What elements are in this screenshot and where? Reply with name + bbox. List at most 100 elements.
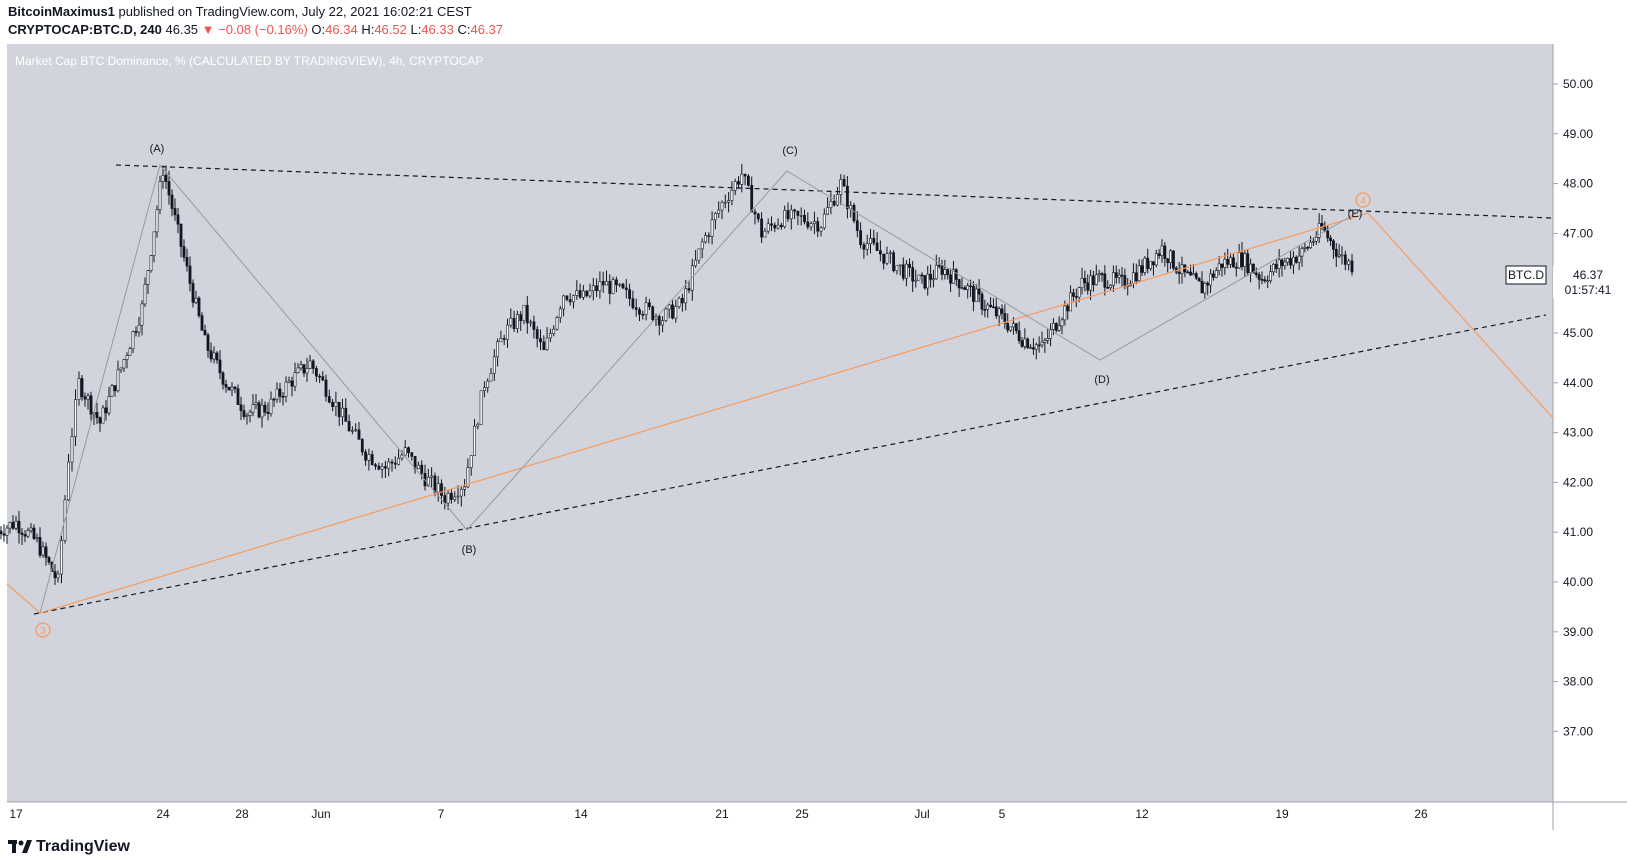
candle-body — [1337, 254, 1341, 257]
candle-body — [872, 237, 876, 244]
candle-body — [733, 181, 737, 191]
time-tick-label: 17 — [9, 807, 23, 821]
candle-body — [1060, 319, 1064, 327]
candle-body — [707, 235, 711, 237]
candle-body — [855, 220, 859, 231]
time-axis[interactable]: 17 24 28 Jun 7 14 21 25 Jul 5 12 19 26 — [9, 807, 1428, 821]
candle-body — [350, 430, 354, 432]
time-tick-label: 25 — [795, 807, 809, 821]
candle-body — [1083, 278, 1087, 284]
tradingview-logo[interactable]: TradingView — [8, 838, 130, 856]
candle-body — [1234, 266, 1238, 269]
candle-body — [684, 288, 688, 304]
candle-body — [251, 404, 255, 413]
candle-body — [1220, 263, 1224, 268]
candle-body — [254, 402, 258, 405]
candle-body — [318, 375, 322, 378]
candle-body — [155, 209, 159, 233]
gray-wave-path — [39, 163, 1361, 614]
candle-body — [86, 395, 90, 400]
candle-body — [946, 269, 950, 276]
orange-wave-path — [6, 212, 1554, 614]
wave-label: (D) — [1094, 374, 1109, 386]
candle-body — [598, 281, 602, 292]
wave-label: (A) — [150, 143, 165, 155]
candle-body — [275, 388, 279, 400]
candle-body — [674, 306, 678, 319]
time-tick-label: 28 — [235, 807, 249, 821]
candle-body — [173, 208, 177, 216]
price-tick-label: 37.00 — [1563, 724, 1593, 738]
candle-body — [730, 189, 734, 201]
candle-body — [152, 231, 156, 256]
price-tag: BTC.D 46.37 01:57:41 — [1505, 265, 1615, 298]
candle-body — [1263, 279, 1267, 282]
candle-body — [224, 384, 228, 388]
candle-body — [555, 317, 559, 330]
price-axis[interactable]: 50.0049.0048.0047.0046.0045.0044.0043.00… — [1553, 77, 1593, 738]
candle-body — [1260, 279, 1264, 281]
candle-body — [1309, 241, 1312, 248]
candle-body — [53, 571, 57, 579]
candle-body — [671, 304, 674, 319]
candle-body — [1232, 257, 1235, 268]
candle-body — [1054, 323, 1058, 331]
plot-area[interactable] — [7, 44, 1553, 802]
candle-body — [743, 173, 747, 177]
candle-body — [651, 306, 655, 320]
candle-body — [638, 309, 641, 315]
candle-body — [456, 495, 460, 498]
last-price: 46.35 — [165, 22, 199, 37]
candle-body — [331, 401, 335, 407]
price-tick-label: 49.00 — [1563, 127, 1593, 141]
close-value: 46.37 — [470, 22, 504, 37]
candle-body — [585, 290, 589, 297]
candle-body — [986, 304, 990, 310]
candle-body — [819, 227, 823, 232]
candle-body — [203, 330, 207, 336]
candle-body — [134, 331, 138, 333]
candle-body — [822, 213, 826, 229]
candle-body — [1043, 340, 1047, 343]
candle-body — [1026, 338, 1030, 348]
price-tag-box — [1553, 266, 1615, 298]
candle-body — [188, 265, 192, 284]
candle-body — [1149, 261, 1152, 269]
change-value: ▼ −0.08 (−0.16%) — [201, 22, 308, 37]
candle-body — [581, 290, 585, 298]
candle-body — [257, 402, 261, 418]
candle-body — [1246, 253, 1250, 273]
price-tick-label: 38.00 — [1563, 675, 1593, 689]
candle-body — [486, 380, 490, 388]
candle-body — [420, 464, 424, 474]
candle-body — [1074, 296, 1078, 298]
candle-body — [974, 288, 978, 302]
candle-body — [960, 287, 964, 289]
candle-body — [1154, 253, 1158, 266]
candle-body — [1274, 264, 1278, 269]
candle-body — [532, 321, 536, 330]
price-tag-symbol-box — [1505, 265, 1547, 285]
candle-body — [836, 194, 839, 206]
candle-body — [1020, 340, 1024, 347]
candle-body — [2, 533, 6, 536]
candle-body — [954, 269, 958, 280]
candle-body — [337, 401, 341, 418]
candle-body — [354, 429, 358, 432]
candle-body — [628, 289, 632, 299]
candle-body — [400, 454, 404, 459]
price-tick-label: 45.00 — [1563, 326, 1593, 340]
candle-body — [44, 546, 48, 558]
low-value: 46.33 — [421, 22, 454, 37]
author-name[interactable]: BitcoinMaximus1 — [8, 4, 115, 19]
candle-body — [812, 221, 816, 224]
candle-body — [525, 304, 529, 324]
candle-body — [1289, 258, 1292, 266]
candle-body — [937, 264, 941, 267]
candle-body — [1089, 275, 1092, 291]
candle-body — [1172, 250, 1175, 269]
candle-body — [239, 404, 243, 411]
candle-body — [284, 381, 288, 397]
candle-body — [35, 537, 39, 539]
